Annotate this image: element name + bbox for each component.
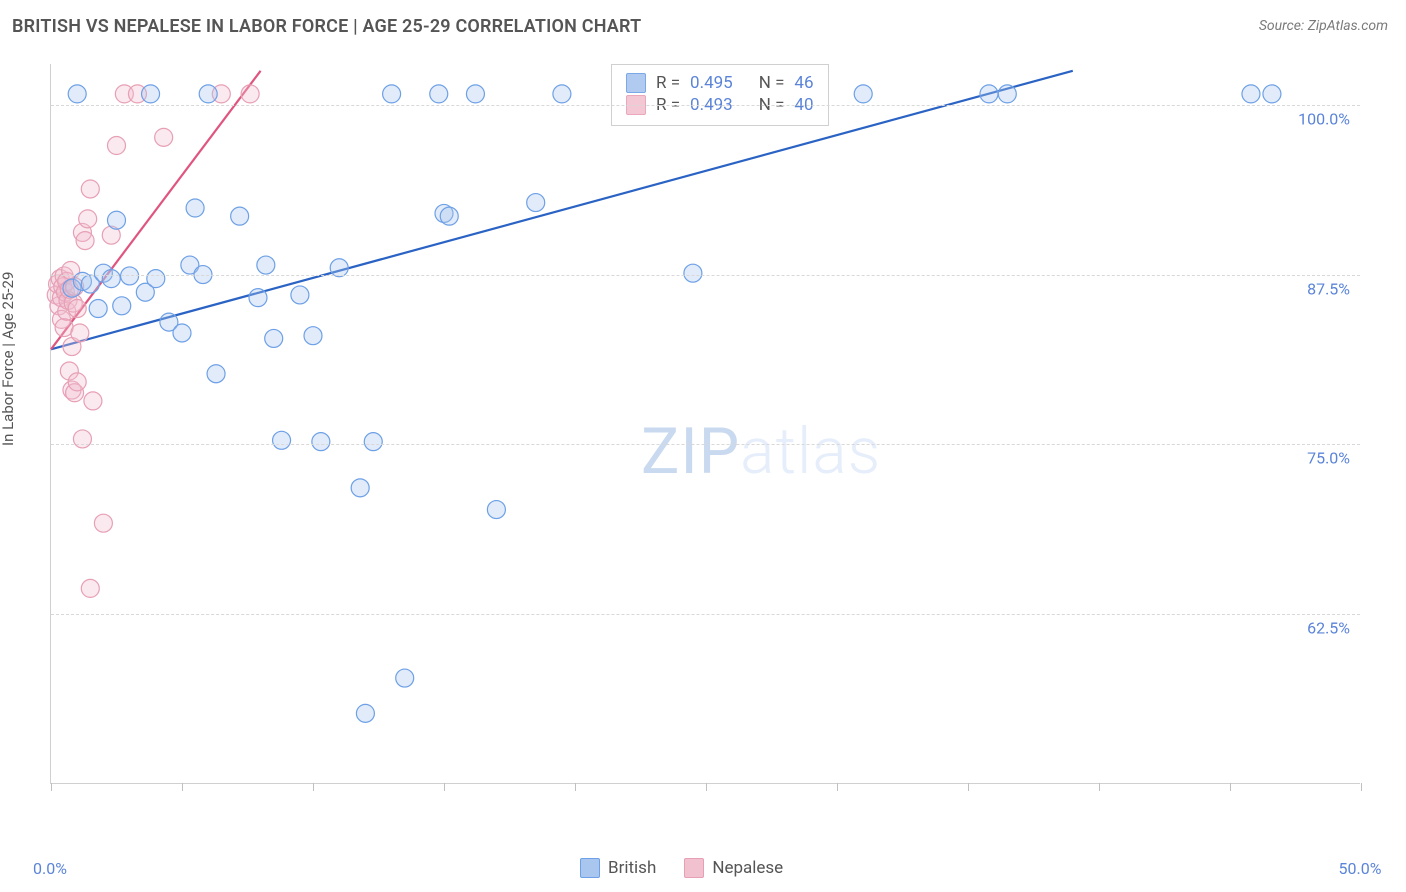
data-point-british bbox=[249, 289, 267, 307]
data-point-british bbox=[396, 669, 414, 687]
data-point-british bbox=[231, 207, 249, 225]
chart-title: BRITISH VS NEPALESE IN LABOR FORCE | AGE… bbox=[12, 16, 641, 37]
legend-series: British Nepalese bbox=[580, 858, 783, 878]
data-point-british bbox=[466, 85, 484, 103]
x-tick bbox=[51, 783, 52, 791]
data-point-british bbox=[980, 85, 998, 103]
x-tick bbox=[182, 783, 183, 791]
x-tick-label: 0.0% bbox=[33, 859, 67, 878]
source-attribution: Source: ZipAtlas.com bbox=[1259, 18, 1388, 34]
x-tick bbox=[1361, 783, 1362, 791]
data-point-british bbox=[89, 300, 107, 318]
data-point-nepalese bbox=[84, 392, 102, 410]
x-tick bbox=[968, 783, 969, 791]
legend-british-n: 46 bbox=[794, 73, 813, 93]
x-tick bbox=[1099, 783, 1100, 791]
plot-svg bbox=[51, 64, 1360, 783]
plot-area: ZIPatlas R = 0.495 N = 46 R = 0.493 N = … bbox=[50, 64, 1360, 784]
data-point-british bbox=[68, 85, 86, 103]
y-tick-label: 62.5% bbox=[1307, 619, 1350, 638]
data-point-nepalese bbox=[94, 514, 112, 532]
legend-nepalese-label: Nepalese bbox=[712, 858, 783, 878]
swatch-british bbox=[626, 73, 646, 93]
swatch-british-bottom bbox=[580, 858, 600, 878]
data-point-british bbox=[113, 297, 131, 315]
data-point-british bbox=[1263, 85, 1281, 103]
data-point-nepalese bbox=[76, 232, 94, 250]
data-point-british bbox=[207, 365, 225, 383]
gridline bbox=[51, 105, 1360, 106]
legend-item-nepalese: Nepalese bbox=[684, 858, 783, 878]
data-point-nepalese bbox=[68, 373, 86, 391]
x-tick bbox=[575, 783, 576, 791]
legend-n-label: N = bbox=[759, 73, 785, 93]
data-point-british bbox=[199, 85, 217, 103]
data-point-british bbox=[142, 85, 160, 103]
legend-correlation: R = 0.495 N = 46 R = 0.493 N = 40 bbox=[611, 64, 829, 126]
data-point-british bbox=[684, 264, 702, 282]
data-point-nepalese bbox=[79, 210, 97, 228]
y-axis-title: In Labor Force | Age 25-29 bbox=[0, 272, 17, 446]
x-tick bbox=[313, 783, 314, 791]
data-point-british bbox=[487, 501, 505, 519]
data-point-british bbox=[291, 286, 309, 304]
data-point-british bbox=[173, 324, 191, 342]
chart-container: BRITISH VS NEPALESE IN LABOR FORCE | AGE… bbox=[0, 0, 1406, 892]
data-point-british bbox=[265, 329, 283, 347]
data-point-british bbox=[147, 270, 165, 288]
x-tick-label: 50.0% bbox=[1339, 859, 1382, 878]
x-tick bbox=[837, 783, 838, 791]
data-point-british bbox=[527, 194, 545, 212]
data-point-british bbox=[108, 211, 126, 229]
swatch-nepalese-bottom bbox=[684, 858, 704, 878]
gridline bbox=[51, 275, 1360, 276]
data-point-nepalese bbox=[81, 180, 99, 198]
data-point-british bbox=[304, 327, 322, 345]
data-point-british bbox=[273, 431, 291, 449]
data-point-british bbox=[312, 433, 330, 451]
data-point-british bbox=[121, 267, 139, 285]
data-point-british bbox=[430, 85, 448, 103]
legend-row-british: R = 0.495 N = 46 bbox=[626, 73, 814, 93]
legend-british-label: British bbox=[608, 858, 656, 878]
y-tick-label: 100.0% bbox=[1298, 109, 1350, 128]
data-point-nepalese bbox=[68, 300, 86, 318]
x-tick bbox=[444, 783, 445, 791]
data-point-british bbox=[186, 199, 204, 217]
x-tick bbox=[706, 783, 707, 791]
y-tick-label: 87.5% bbox=[1307, 279, 1350, 298]
data-point-british bbox=[383, 85, 401, 103]
data-point-nepalese bbox=[81, 579, 99, 597]
data-point-british bbox=[854, 85, 872, 103]
data-point-british bbox=[356, 704, 374, 722]
data-point-british bbox=[440, 207, 458, 225]
data-point-british bbox=[257, 256, 275, 274]
gridline bbox=[51, 614, 1360, 615]
data-point-nepalese bbox=[241, 85, 259, 103]
data-point-nepalese bbox=[71, 324, 89, 342]
legend-british-r: 0.495 bbox=[690, 73, 733, 93]
data-point-british bbox=[351, 479, 369, 497]
data-point-british bbox=[553, 85, 571, 103]
gridline bbox=[51, 444, 1360, 445]
legend-r-label: R = bbox=[656, 73, 680, 93]
data-point-british bbox=[364, 433, 382, 451]
x-tick bbox=[1230, 783, 1231, 791]
y-tick-label: 75.0% bbox=[1307, 449, 1350, 468]
data-point-nepalese bbox=[155, 128, 173, 146]
data-point-british bbox=[102, 270, 120, 288]
data-point-british bbox=[998, 85, 1016, 103]
data-point-nepalese bbox=[108, 137, 126, 155]
data-point-british bbox=[1242, 85, 1260, 103]
legend-item-british: British bbox=[580, 858, 656, 878]
